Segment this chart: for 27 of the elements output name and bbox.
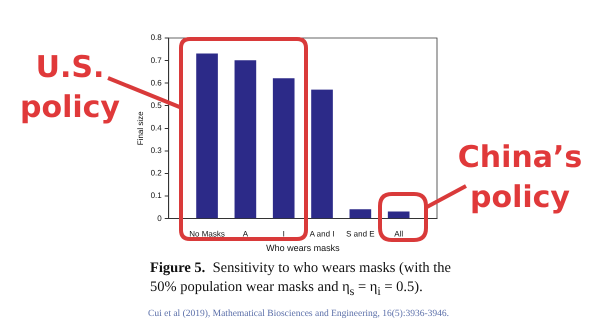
y-tick-label: 0.7 xyxy=(150,56,162,65)
y-tick-label: 0.2 xyxy=(150,168,162,178)
y-tick-label: 0.1 xyxy=(150,191,162,200)
x-tick-label: I xyxy=(282,230,285,239)
x-tick-label: A and I xyxy=(310,230,334,239)
bar xyxy=(388,212,410,218)
x-tick-label: All xyxy=(394,230,404,239)
text: U.S. policy xyxy=(20,49,120,127)
y-tick-label: 0.3 xyxy=(150,146,162,156)
x-tick-label: S and E xyxy=(346,230,375,239)
y-tick-label: 0.5 xyxy=(150,100,162,110)
caption: Figure 5. xyxy=(150,260,206,276)
text: China’s policy xyxy=(456,139,584,217)
text: Cui et al (2019), Mathematical Biosciences and Engineering, 16(5):3936-3946. xyxy=(148,309,450,319)
bar xyxy=(196,53,218,218)
x-tick-label: A xyxy=(242,230,249,239)
bar xyxy=(350,209,372,218)
bar xyxy=(311,90,333,218)
y-axis-title: Final size xyxy=(136,110,146,146)
bar xyxy=(234,60,256,218)
x-tick-label: No Masks xyxy=(189,230,225,239)
y-tick-label: 0.4 xyxy=(150,124,162,133)
y-tick-label: 0.8 xyxy=(150,33,162,42)
x-axis-title: Who wears masks xyxy=(266,243,340,254)
bar xyxy=(272,78,295,218)
y-tick-label: 0 xyxy=(157,214,162,223)
y-tick-label: 0.6 xyxy=(150,78,162,88)
